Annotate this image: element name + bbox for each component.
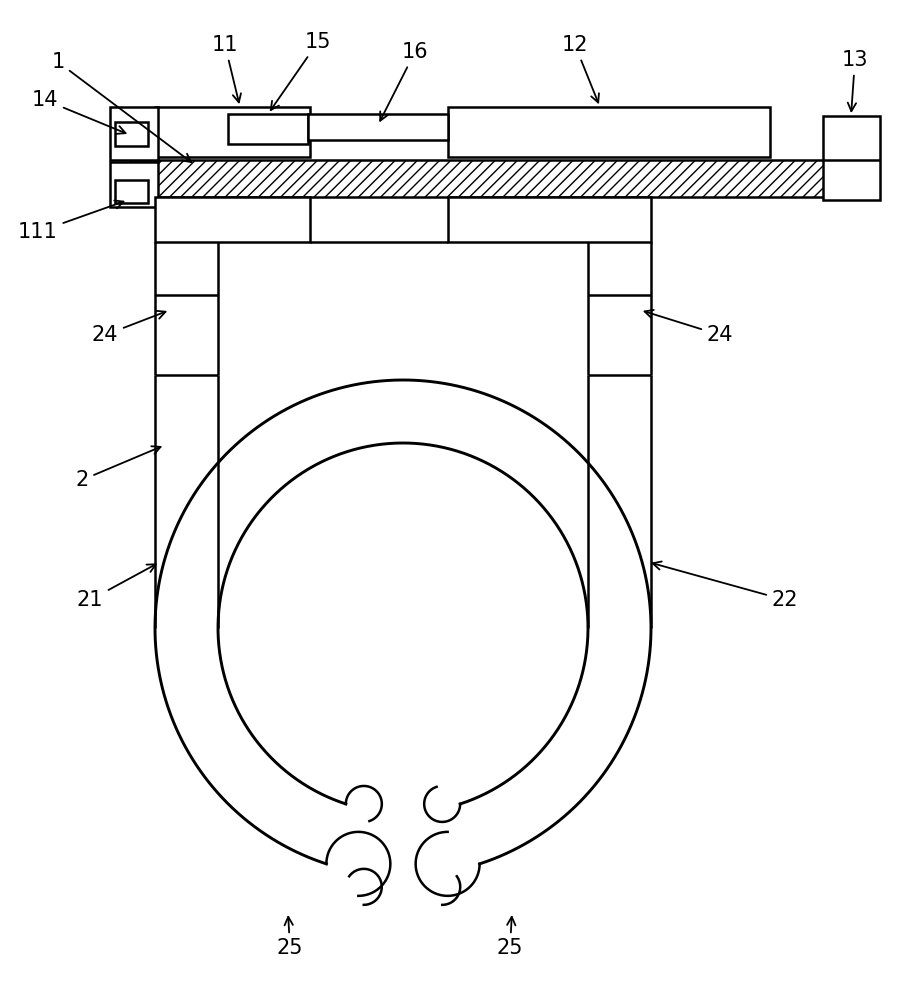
Text: 25: 25 xyxy=(277,917,304,958)
Bar xyxy=(228,114,308,144)
Text: 1: 1 xyxy=(51,52,191,162)
Text: 14: 14 xyxy=(31,90,126,134)
Bar xyxy=(110,162,158,207)
Text: 21: 21 xyxy=(76,564,155,610)
Text: 24: 24 xyxy=(92,311,165,345)
Bar xyxy=(110,107,158,160)
Bar xyxy=(448,197,651,242)
Text: 16: 16 xyxy=(380,42,428,121)
Text: 111: 111 xyxy=(18,200,124,242)
Text: 11: 11 xyxy=(212,35,241,102)
Text: 22: 22 xyxy=(653,561,798,610)
Bar xyxy=(308,114,448,140)
Bar xyxy=(115,180,148,203)
Bar xyxy=(823,116,880,200)
Bar xyxy=(130,160,825,197)
Bar xyxy=(155,107,310,157)
Bar xyxy=(115,122,148,146)
Text: 12: 12 xyxy=(562,35,599,103)
Bar xyxy=(448,107,770,157)
Text: 15: 15 xyxy=(270,32,331,110)
Bar xyxy=(155,197,310,242)
Text: 2: 2 xyxy=(75,446,161,490)
Text: 25: 25 xyxy=(497,917,524,958)
Text: 13: 13 xyxy=(841,50,868,111)
Text: 24: 24 xyxy=(645,310,734,345)
